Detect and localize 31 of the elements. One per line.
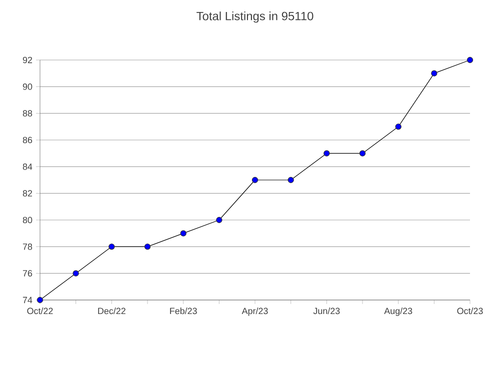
point: [108, 244, 115, 250]
x-tick-label: Jun/23: [313, 308, 340, 314]
y-tick-label: 80: [22, 216, 32, 224]
point: [359, 150, 366, 156]
point: [144, 244, 151, 250]
x-tick-label: Feb/23: [170, 308, 197, 314]
x-tick-label: Oct/22: [27, 308, 53, 314]
point: [324, 150, 330, 156]
y-tick-label: 78: [22, 243, 32, 250]
y-tick-label: 82: [22, 190, 32, 197]
y-tick-label: 84: [22, 163, 32, 170]
point: [216, 216, 222, 224]
x-tick-label: Apr/23: [242, 308, 268, 316]
point: [36, 296, 44, 304]
point: [180, 230, 186, 236]
x-tick-label: Oct/23: [457, 308, 483, 314]
point: [72, 270, 79, 276]
chart-title: Total Listings in 95110: [196, 12, 314, 23]
point: [288, 176, 294, 184]
y-tick-label: 76: [22, 270, 32, 277]
y-tick-label: 74: [22, 296, 32, 304]
y-tick-label: 90: [22, 83, 32, 90]
point: [466, 56, 474, 64]
point: [395, 124, 402, 130]
x-tick-label: Aug/23: [384, 308, 412, 316]
y-tick-label: 92: [22, 56, 32, 64]
x-tick-label: Dec/22: [98, 308, 126, 314]
y-tick-label: 88: [22, 110, 32, 117]
y-tick-label: 86: [22, 136, 32, 144]
point: [252, 176, 258, 184]
point: [431, 70, 438, 76]
